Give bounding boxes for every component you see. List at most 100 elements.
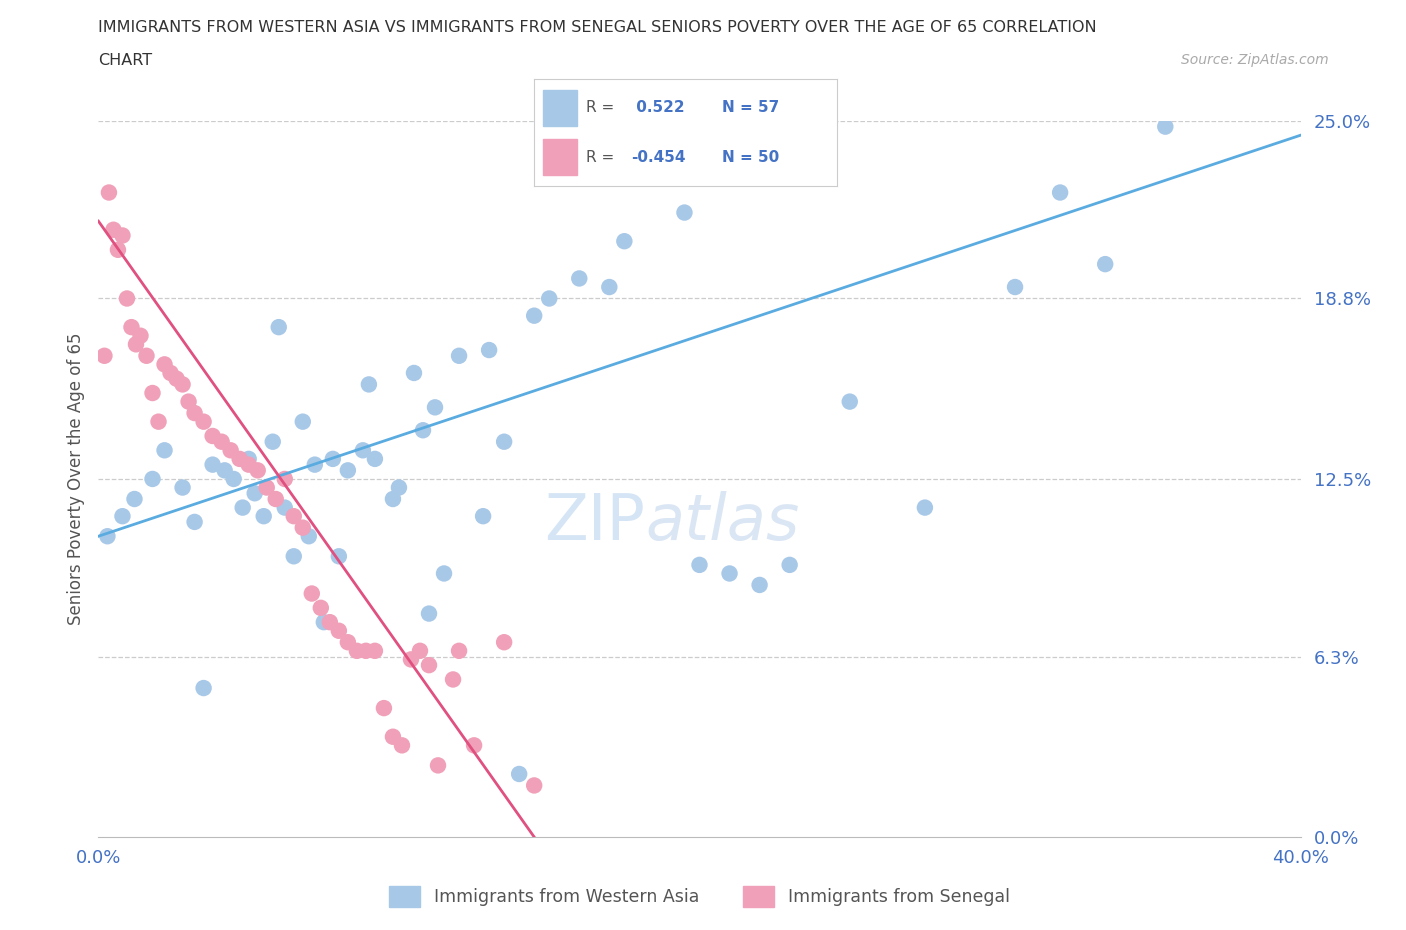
- Point: [538, 291, 561, 306]
- Point: [124, 492, 146, 507]
- Point: [319, 615, 342, 630]
- Point: [274, 472, 297, 486]
- Point: [779, 557, 801, 572]
- Point: [508, 766, 530, 781]
- Point: [447, 349, 470, 364]
- Point: [336, 463, 359, 478]
- Point: [336, 635, 359, 650]
- Point: [447, 644, 470, 658]
- Point: [159, 365, 181, 380]
- Point: [309, 601, 332, 616]
- Point: [748, 578, 770, 592]
- Point: [107, 243, 129, 258]
- Point: [111, 228, 134, 243]
- Point: [673, 206, 696, 220]
- Point: [423, 400, 446, 415]
- Point: [256, 480, 278, 495]
- Point: [1154, 119, 1177, 134]
- Point: [214, 463, 236, 478]
- Point: [115, 291, 138, 306]
- Text: IMMIGRANTS FROM WESTERN ASIA VS IMMIGRANTS FROM SENEGAL SENIORS POVERTY OVER THE: IMMIGRANTS FROM WESTERN ASIA VS IMMIGRAN…: [98, 20, 1097, 35]
- Text: Source: ZipAtlas.com: Source: ZipAtlas.com: [1181, 53, 1329, 67]
- Point: [298, 529, 321, 544]
- Point: [166, 371, 188, 386]
- Point: [93, 349, 115, 364]
- Text: R =: R =: [586, 150, 619, 165]
- Point: [412, 423, 434, 438]
- Point: [914, 500, 936, 515]
- Point: [494, 434, 516, 449]
- Text: R =: R =: [586, 100, 619, 115]
- Point: [283, 509, 305, 524]
- Point: [328, 623, 350, 638]
- Point: [111, 509, 134, 524]
- Point: [238, 458, 260, 472]
- Point: [322, 451, 344, 466]
- Point: [274, 500, 297, 515]
- Point: [523, 778, 546, 793]
- Point: [283, 549, 305, 564]
- Point: [201, 429, 224, 444]
- Point: [211, 434, 233, 449]
- Text: atlas: atlas: [645, 491, 800, 553]
- Point: [391, 737, 413, 752]
- Point: [103, 222, 125, 237]
- Point: [228, 451, 250, 466]
- Point: [193, 414, 215, 429]
- Point: [463, 737, 485, 752]
- Point: [357, 377, 380, 392]
- Legend: Immigrants from Western Asia, Immigrants from Senegal: Immigrants from Western Asia, Immigrants…: [382, 879, 1017, 914]
- Point: [201, 458, 224, 472]
- Point: [373, 700, 395, 715]
- Point: [381, 729, 404, 744]
- Y-axis label: Seniors Poverty Over the Age of 65: Seniors Poverty Over the Age of 65: [66, 333, 84, 625]
- Point: [494, 635, 516, 650]
- Point: [291, 520, 314, 535]
- Text: ZIP: ZIP: [544, 491, 645, 553]
- Point: [125, 337, 148, 352]
- Text: N = 57: N = 57: [721, 100, 779, 115]
- Point: [418, 658, 440, 672]
- Point: [262, 434, 284, 449]
- Point: [838, 394, 860, 409]
- Point: [246, 463, 269, 478]
- Point: [238, 451, 260, 466]
- Point: [141, 386, 163, 401]
- Point: [172, 480, 194, 495]
- Point: [381, 492, 404, 507]
- Point: [222, 472, 245, 486]
- Text: CHART: CHART: [98, 53, 152, 68]
- Point: [312, 615, 335, 630]
- Point: [141, 472, 163, 486]
- Point: [96, 529, 118, 544]
- Point: [183, 514, 205, 529]
- Point: [688, 557, 710, 572]
- Point: [523, 308, 546, 323]
- Point: [364, 451, 387, 466]
- Point: [232, 500, 254, 515]
- Point: [153, 357, 176, 372]
- Bar: [543, 89, 576, 126]
- Point: [328, 549, 350, 564]
- Point: [718, 566, 741, 581]
- Point: [97, 185, 120, 200]
- Point: [409, 644, 432, 658]
- Point: [304, 458, 326, 472]
- Point: [399, 652, 422, 667]
- Point: [291, 414, 314, 429]
- Bar: [543, 139, 576, 175]
- Point: [568, 271, 591, 286]
- Point: [598, 280, 620, 295]
- Point: [354, 644, 377, 658]
- Point: [177, 394, 200, 409]
- Point: [135, 349, 157, 364]
- Point: [301, 586, 323, 601]
- Point: [267, 320, 290, 335]
- Point: [418, 606, 440, 621]
- Point: [129, 328, 152, 343]
- Point: [172, 377, 194, 392]
- Text: 0.522: 0.522: [631, 100, 685, 115]
- Point: [243, 485, 266, 500]
- Point: [478, 342, 501, 357]
- Point: [352, 443, 374, 458]
